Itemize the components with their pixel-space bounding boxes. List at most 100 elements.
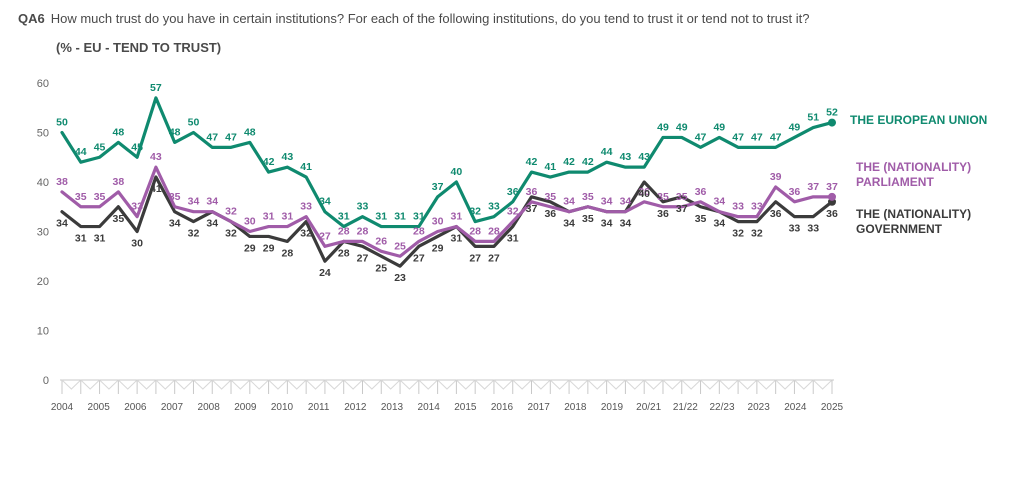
legend-government: THE (NATIONALITY) GOVERNMENT (856, 207, 971, 237)
data-label: 29 (244, 242, 256, 254)
data-label: 36 (638, 186, 650, 198)
data-label: 37 (432, 181, 444, 193)
data-label: 36 (544, 208, 556, 220)
data-label: 49 (657, 121, 669, 133)
data-label: 31 (75, 233, 87, 245)
x-axis-zigzag (662, 379, 683, 390)
data-label: 29 (263, 242, 275, 254)
data-label: 28 (282, 247, 294, 259)
data-label: 44 (601, 146, 613, 158)
y-tick-label: 50 (37, 128, 49, 140)
question-code: QA6 (18, 11, 45, 26)
data-label: 31 (507, 233, 519, 245)
data-label: 33 (732, 201, 744, 213)
data-label: 49 (789, 121, 801, 133)
data-label: 34 (563, 196, 575, 208)
data-label: 34 (620, 218, 632, 230)
x-axis-zigzag (61, 379, 82, 390)
x-tick-label: 2025 (821, 402, 844, 413)
x-tick-label: 22/23 (709, 402, 734, 413)
data-label: 43 (620, 151, 632, 163)
data-label: 41 (150, 183, 162, 195)
data-label: 40 (638, 188, 650, 200)
x-axis-zigzag (117, 379, 138, 390)
x-tick-label: 2005 (88, 402, 111, 413)
x-tick-label: 2009 (234, 402, 257, 413)
data-label: 43 (638, 151, 650, 163)
data-label: 34 (169, 218, 181, 230)
data-label: 43 (282, 151, 294, 163)
x-axis-zigzag (625, 379, 645, 390)
data-label: 47 (732, 131, 744, 143)
data-label: 31 (263, 211, 275, 223)
x-axis-zigzag (287, 379, 307, 390)
data-label: 47 (695, 131, 707, 143)
x-axis-zigzag (174, 379, 194, 390)
series-end-point (828, 118, 836, 127)
data-label: 27 (488, 252, 500, 264)
data-label: 23 (394, 272, 406, 284)
x-tick-label: 2016 (491, 402, 514, 413)
data-label: 35 (582, 191, 594, 203)
data-label: 34 (601, 218, 613, 230)
data-label: 31 (375, 211, 387, 223)
chart-subtitle: (% - EU - TEND TO TRUST) (56, 40, 222, 55)
data-label: 32 (507, 206, 519, 218)
x-axis-zigzag (737, 379, 758, 390)
data-label: 34 (319, 196, 331, 208)
data-label: 31 (282, 211, 294, 223)
x-axis-zigzag (474, 379, 495, 390)
data-label: 48 (169, 126, 181, 138)
data-label: 32 (225, 228, 237, 240)
data-label: 34 (56, 218, 68, 230)
data-label: 35 (112, 213, 124, 225)
x-axis-zigzag (812, 379, 833, 390)
x-axis-zigzag (493, 379, 514, 390)
y-tick-label: 20 (37, 276, 49, 288)
data-label: 34 (563, 218, 575, 230)
x-axis-zigzag (568, 379, 589, 390)
legend-eu: THE EUROPEAN UNION (850, 113, 987, 128)
data-label: 42 (526, 156, 538, 168)
x-tick-label: 2023 (748, 402, 771, 413)
data-label: 38 (112, 176, 124, 188)
data-label: 41 (300, 161, 312, 173)
data-label: 48 (244, 126, 256, 138)
data-label: 43 (150, 151, 162, 163)
x-tick-label: 2007 (161, 402, 184, 413)
data-label: 32 (732, 228, 744, 240)
y-tick-label: 30 (37, 227, 49, 239)
data-label: 27 (357, 252, 369, 264)
data-label: 45 (94, 141, 106, 153)
x-tick-label: 2011 (308, 402, 330, 413)
data-label: 35 (75, 191, 87, 203)
x-axis-zigzag (418, 379, 438, 390)
data-label: 31 (451, 211, 463, 223)
data-label: 32 (188, 228, 200, 240)
x-axis-zigzag (794, 379, 814, 390)
data-label: 38 (56, 176, 68, 188)
x-axis-zigzag (230, 379, 251, 390)
data-label: 37 (807, 181, 819, 193)
x-axis-zigzag (155, 379, 176, 390)
y-tick-label: 60 (37, 78, 49, 90)
data-label: 35 (169, 191, 181, 203)
data-label: 37 (826, 181, 838, 193)
x-axis-zigzag (549, 379, 570, 390)
data-label: 28 (469, 225, 481, 237)
x-tick-label: 2019 (601, 402, 624, 413)
data-label: 35 (695, 213, 707, 225)
data-label: 27 (413, 252, 425, 264)
x-tick-label: 2014 (418, 402, 441, 413)
data-label: 25 (394, 240, 406, 252)
x-tick-label: 2013 (381, 402, 404, 413)
data-label: 28 (413, 225, 425, 237)
x-tick-label: 2010 (271, 402, 294, 413)
data-label: 47 (225, 131, 237, 143)
data-label: 30 (244, 216, 256, 228)
x-axis-zigzag (512, 379, 532, 390)
data-label: 35 (676, 191, 688, 203)
series-line-0 (60, 96, 834, 229)
data-label: 29 (432, 242, 444, 254)
